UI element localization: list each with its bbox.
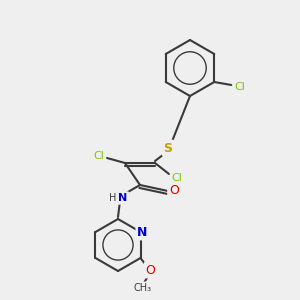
- Text: Cl: Cl: [94, 151, 104, 161]
- Text: CH₃: CH₃: [134, 283, 152, 293]
- Text: N: N: [118, 193, 127, 203]
- Text: Cl: Cl: [172, 173, 182, 183]
- Text: Cl: Cl: [235, 82, 246, 92]
- Text: S: S: [164, 142, 172, 154]
- Text: O: O: [146, 263, 155, 277]
- Text: H: H: [109, 193, 117, 203]
- Text: O: O: [169, 184, 179, 197]
- Text: N: N: [137, 226, 148, 238]
